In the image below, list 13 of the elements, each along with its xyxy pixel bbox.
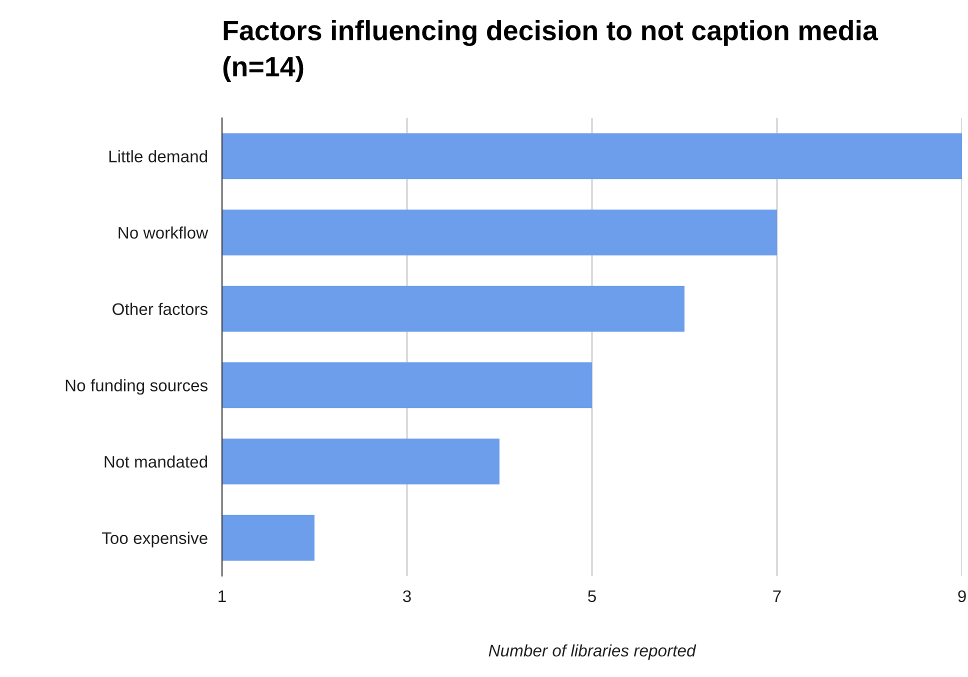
x-tick-label: 7 — [773, 590, 781, 602]
x-axis-title: Number of libraries reported — [488, 644, 696, 660]
y-tick-label: Little demand — [109, 150, 208, 162]
y-tick-label: Too expensive — [102, 532, 208, 548]
y-tick-label: No funding sources — [66, 379, 208, 395]
x-tick-label: 5 — [588, 590, 596, 602]
y-tick-label: Not mandated — [104, 455, 208, 468]
x-tick-label: 1 — [218, 590, 226, 602]
x-tick-label: 9 — [958, 590, 966, 602]
chart-title: Factors influencing decision to not caption media (n=14) — [223, 20, 878, 82]
y-tick-label: No workflow — [118, 226, 208, 239]
x-tick-label: 3 — [403, 590, 411, 602]
y-tick-label: Other factors — [112, 302, 208, 316]
